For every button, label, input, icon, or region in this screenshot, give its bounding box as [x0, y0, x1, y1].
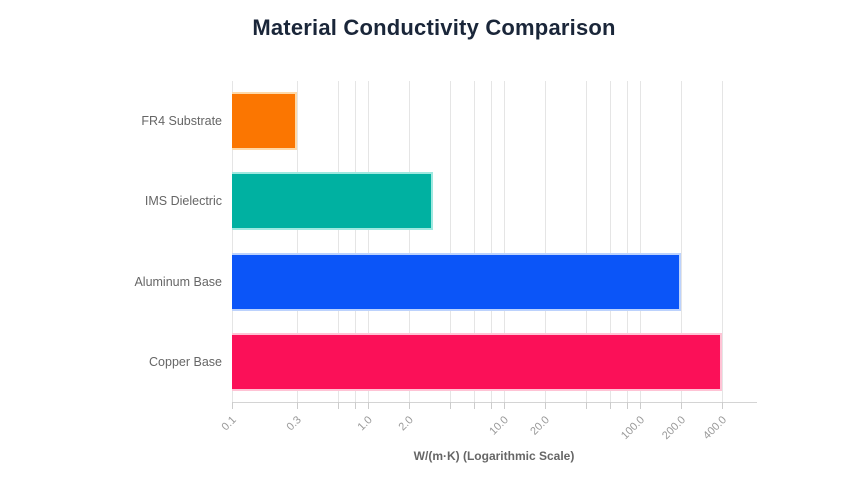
gridline-20	[545, 81, 547, 402]
tick-mark-6	[473, 402, 475, 409]
tick-mark-0.1	[232, 402, 233, 409]
tick-mark-400	[722, 402, 724, 409]
tick-mark-80	[626, 402, 628, 409]
tick-mark-0.6	[337, 402, 339, 409]
tick-mark-8	[490, 402, 492, 409]
bar-ims-dielectric	[232, 172, 433, 231]
gridline-100	[640, 81, 642, 402]
tick-mark-4	[449, 402, 451, 409]
x-axis-line	[232, 402, 757, 403]
gridline-10	[504, 81, 506, 402]
category-label-aluminum-base: Aluminum Base	[134, 274, 222, 289]
tick-mark-100	[640, 402, 642, 409]
tick-mark-0.8	[354, 402, 356, 409]
bar-copper-base	[232, 332, 723, 391]
category-label-copper-base: Copper Base	[149, 354, 222, 369]
tick-mark-2	[409, 402, 411, 409]
gridline-80	[626, 81, 628, 402]
x-axis-tick-labels: 0.1 0.3 1.0 2.0 10.0 20.0 100.0 200.0 400.0	[219, 414, 729, 442]
chart-title: Material Conductivity Comparison	[252, 15, 616, 40]
category-label-ims-dielectric: IMS Dielectric	[144, 194, 222, 209]
gridline-60	[609, 81, 611, 402]
plot-area	[232, 81, 756, 402]
tick-mark-20	[545, 402, 547, 409]
tick-mark-40	[586, 402, 588, 409]
y-axis-labels: FR4 Substrate IMS Dielectric Aluminum Base…	[0, 81, 222, 402]
tick-mark-1	[368, 402, 370, 409]
gridline-4	[449, 81, 451, 402]
gridline-2	[409, 81, 411, 402]
gridline-0.3	[296, 81, 298, 402]
gridline-200	[681, 81, 683, 402]
bar-aluminum-base	[232, 252, 682, 311]
x-axis-tick-marks	[232, 402, 756, 410]
gridline-1	[368, 81, 370, 402]
gridline-8	[490, 81, 492, 402]
gridline-0.8	[354, 81, 356, 402]
x-axis-title: W/(m·K) (Logarithmic Scale)	[413, 449, 575, 463]
gridline-40	[586, 81, 588, 402]
gridline-400	[722, 81, 724, 402]
tick-mark-0.3	[296, 402, 298, 409]
gridline-0.6	[337, 81, 339, 402]
gridline-0.1	[232, 81, 233, 402]
tick-mark-60	[609, 402, 611, 409]
tick-mark-200	[681, 402, 683, 409]
bar-fr4-substrate	[232, 92, 297, 151]
gridline-6	[473, 81, 475, 402]
category-label-fr4-substrate: FR4 Substrate	[141, 114, 222, 129]
tick-mark-10	[504, 402, 506, 409]
